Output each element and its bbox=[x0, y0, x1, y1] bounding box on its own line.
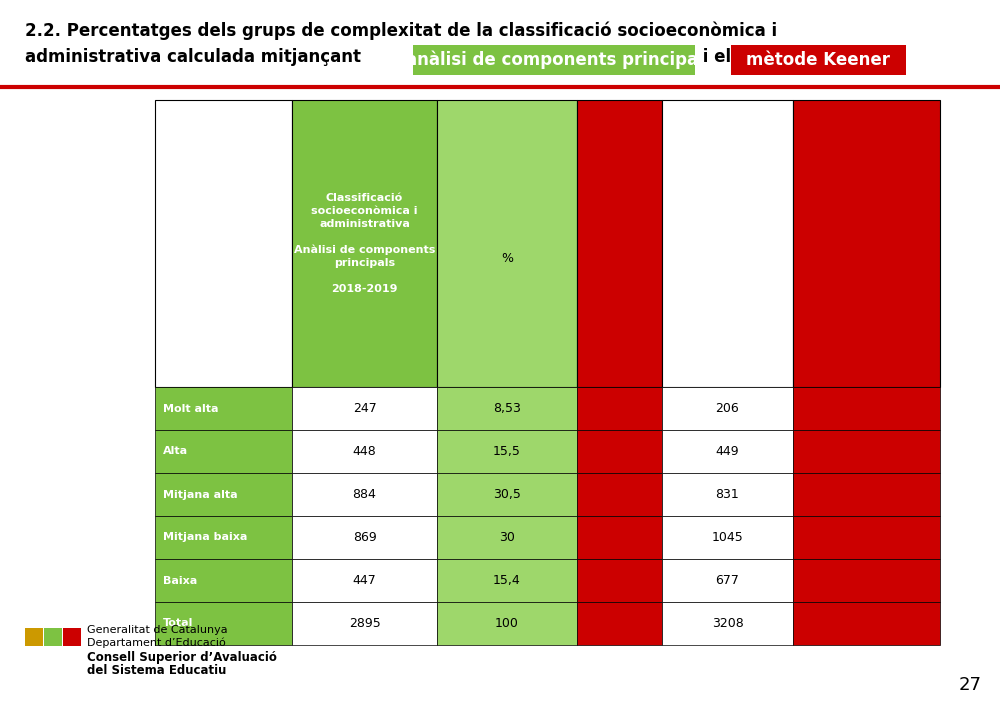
Bar bbox=[437, 100, 577, 387]
Bar bbox=[155, 559, 292, 602]
Bar bbox=[437, 430, 577, 473]
Bar bbox=[292, 602, 437, 645]
Bar bbox=[155, 387, 292, 430]
Bar bbox=[793, 387, 940, 430]
Bar bbox=[413, 45, 695, 75]
Text: 884: 884 bbox=[353, 488, 376, 501]
Text: 677: 677 bbox=[716, 574, 739, 587]
Text: 1045: 1045 bbox=[712, 531, 743, 544]
Text: 449: 449 bbox=[716, 445, 739, 458]
Bar bbox=[793, 516, 940, 559]
Text: Consell Superior d’Avaluació: Consell Superior d’Avaluació bbox=[87, 651, 277, 664]
Text: 247: 247 bbox=[353, 402, 376, 415]
Bar bbox=[437, 387, 577, 430]
Text: 448: 448 bbox=[353, 445, 376, 458]
Text: 206: 206 bbox=[716, 402, 739, 415]
Text: Classificació
socioeconòmica i
administrativa

Anàlisi de components
principals
: Classificació socioeconòmica i administr… bbox=[294, 193, 435, 294]
Bar bbox=[292, 516, 437, 559]
Bar bbox=[292, 473, 437, 516]
Bar bbox=[292, 559, 437, 602]
Bar bbox=[793, 473, 940, 516]
Text: Mitjana alta: Mitjana alta bbox=[163, 489, 238, 500]
Text: 3208: 3208 bbox=[712, 617, 743, 630]
Text: 30: 30 bbox=[499, 531, 515, 544]
Text: 869: 869 bbox=[353, 531, 376, 544]
Bar bbox=[292, 387, 437, 430]
Bar bbox=[577, 473, 662, 516]
Bar bbox=[662, 430, 793, 473]
Text: %: % bbox=[501, 252, 513, 265]
Text: Generalitat de Catalunya: Generalitat de Catalunya bbox=[87, 625, 228, 635]
Bar bbox=[662, 559, 793, 602]
Text: l’anàlisi de components principals: l’anàlisi de components principals bbox=[394, 51, 714, 69]
Text: i el: i el bbox=[697, 48, 737, 66]
Text: Molt alta: Molt alta bbox=[163, 403, 218, 414]
Text: Total: Total bbox=[163, 618, 193, 628]
Text: 447: 447 bbox=[353, 574, 376, 587]
Bar bbox=[793, 100, 940, 387]
Text: 30,5: 30,5 bbox=[493, 488, 521, 501]
Bar bbox=[155, 100, 292, 387]
Text: del Sistema Educatiu: del Sistema Educatiu bbox=[87, 664, 226, 677]
Bar bbox=[155, 430, 292, 473]
Text: 15,5: 15,5 bbox=[493, 445, 521, 458]
Bar bbox=[793, 602, 940, 645]
Bar bbox=[437, 602, 577, 645]
Text: 2.2. Percentatges dels grups de complexitat de la classificació socioeconòmica i: 2.2. Percentatges dels grups de complexi… bbox=[25, 22, 777, 40]
Bar bbox=[662, 602, 793, 645]
Bar bbox=[155, 473, 292, 516]
Bar bbox=[577, 602, 662, 645]
Bar bbox=[731, 45, 906, 75]
Text: 831: 831 bbox=[716, 488, 739, 501]
Bar bbox=[662, 100, 793, 387]
Bar bbox=[63, 628, 81, 646]
Text: Departament d’Educació: Departament d’Educació bbox=[87, 638, 226, 649]
Bar bbox=[25, 628, 43, 646]
Text: 27: 27 bbox=[958, 676, 982, 694]
Text: administrativa calculada mitjançant: administrativa calculada mitjançant bbox=[25, 48, 367, 66]
Text: 2895: 2895 bbox=[349, 617, 380, 630]
Bar bbox=[437, 473, 577, 516]
Bar bbox=[292, 430, 437, 473]
Bar bbox=[292, 100, 437, 387]
Bar bbox=[662, 473, 793, 516]
Bar bbox=[577, 387, 662, 430]
Bar bbox=[793, 559, 940, 602]
Text: Baixa: Baixa bbox=[163, 575, 197, 585]
Bar bbox=[793, 430, 940, 473]
Bar bbox=[155, 602, 292, 645]
Text: Alta: Alta bbox=[163, 446, 188, 457]
Bar bbox=[577, 100, 662, 387]
Text: mètode Keener: mètode Keener bbox=[746, 51, 891, 69]
Bar bbox=[577, 430, 662, 473]
Bar bbox=[662, 516, 793, 559]
Bar bbox=[44, 628, 62, 646]
Bar bbox=[662, 387, 793, 430]
Text: Mitjana baixa: Mitjana baixa bbox=[163, 532, 247, 543]
Bar bbox=[577, 516, 662, 559]
Bar bbox=[437, 559, 577, 602]
Text: 100: 100 bbox=[495, 617, 519, 630]
Text: 15,4: 15,4 bbox=[493, 574, 521, 587]
Bar bbox=[155, 516, 292, 559]
Bar bbox=[437, 516, 577, 559]
Bar bbox=[577, 559, 662, 602]
Text: 8,53: 8,53 bbox=[493, 402, 521, 415]
